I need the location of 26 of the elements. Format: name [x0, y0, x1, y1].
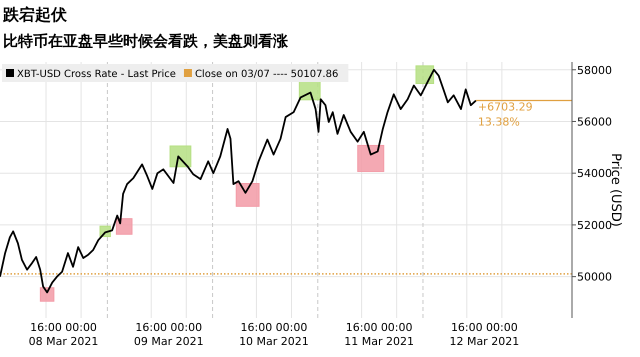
text: 09 Mar 2021 [134, 335, 204, 348]
x-tick-label: 00:00 [380, 321, 413, 334]
y-tick-label: 56000 [577, 115, 612, 128]
y-tick-label: 50000 [577, 270, 612, 284]
x-tick-label: 16:00 [450, 321, 483, 334]
x-tick-label: 16:00 [240, 321, 272, 334]
x-tick-label: 16:00 [135, 321, 168, 334]
legend-label: XBT-USD Cross Rate - Last Price [17, 69, 176, 80]
text: 08 Mar 2021 [28, 335, 98, 348]
y-tick-label: 52000 [577, 218, 612, 232]
x-tick-label: 16:00 [30, 321, 62, 334]
text: 10 Mar 2021 [239, 335, 309, 348]
annotation: 13.38% [478, 116, 520, 129]
x-tick-label: 00:00 [276, 321, 308, 334]
x-tick-label: 00:00 [170, 321, 202, 334]
chart-title: 跌宕起伏 [2, 6, 68, 24]
x-tick-label: 00:00 [486, 321, 518, 334]
y-tick-label: 58000 [577, 64, 612, 77]
legend-label: Close on 03/07 ---- 50107.86 [194, 69, 338, 80]
text: 12 Mar 2021 [449, 335, 520, 348]
text: 11 Mar 2021 [344, 335, 414, 348]
x-tick-label: 16:00 [346, 321, 378, 334]
annotation: +6703.29 [478, 100, 533, 114]
chart-subtitle: 比特币在亚盘早些时候会看跌，美盘则看涨 [3, 32, 289, 50]
x-tick-label: 00:00 [65, 321, 97, 334]
y-tick-label: 54000 [577, 167, 612, 180]
